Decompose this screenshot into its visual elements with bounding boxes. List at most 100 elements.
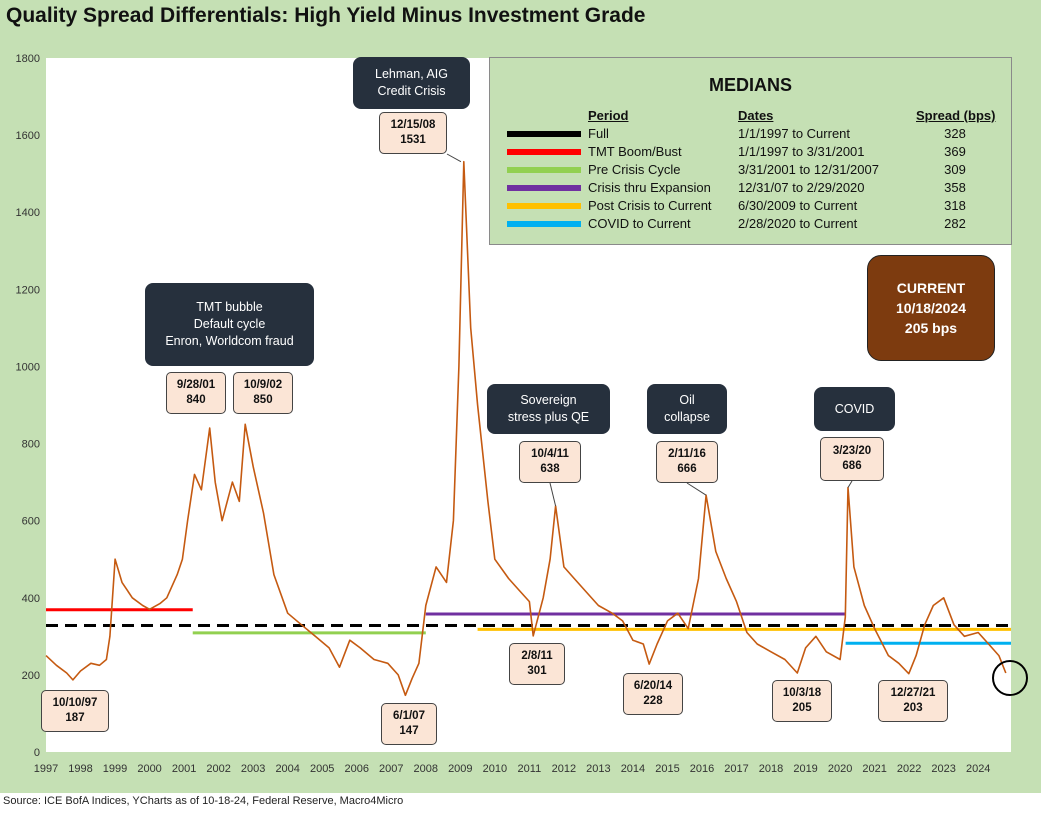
data-label-date: 9/28/01 bbox=[176, 379, 216, 391]
data-label-6-1-07: 6/1/07 147 bbox=[381, 703, 437, 745]
legend-spread: 282 bbox=[944, 216, 966, 231]
legend-period: Post Crisis to Current bbox=[588, 198, 712, 213]
y-tick-label: 1600 bbox=[16, 130, 40, 142]
data-label-10-9-02: 10/9/02 850 bbox=[233, 372, 293, 414]
data-label-value: 187 bbox=[65, 712, 85, 724]
y-tick-label: 1000 bbox=[16, 361, 40, 373]
legend-row: COVID to Current 2/28/2020 to Current 28… bbox=[490, 216, 1011, 234]
data-label-2-8-11: 2/8/11 301 bbox=[509, 643, 565, 685]
x-tick-label: 2006 bbox=[344, 763, 368, 775]
data-label-9-28-01: 9/28/01 840 bbox=[166, 372, 226, 414]
legend-spread: 318 bbox=[944, 198, 966, 213]
x-tick-label: 2013 bbox=[586, 763, 610, 775]
y-axis: 0 200 400 600 800 1000 1200 1400 1600 1800 bbox=[16, 53, 40, 759]
x-tick-label: 2021 bbox=[862, 763, 886, 775]
x-tick-label: 2018 bbox=[759, 763, 783, 775]
data-label-value: 840 bbox=[186, 394, 206, 406]
legend-period: TMT Boom/Bust bbox=[588, 144, 682, 159]
legend-row: Post Crisis to Current 6/30/2009 to Curr… bbox=[490, 198, 1011, 216]
data-label-12-27-21: 12/27/21 203 bbox=[878, 680, 948, 722]
current-spread-box: CURRENT 10/18/2024 205 bps bbox=[867, 255, 995, 361]
legend-dates: 12/31/07 to 2/29/2020 bbox=[738, 180, 865, 195]
legend-period: Full bbox=[588, 126, 609, 141]
data-label-value: 203 bbox=[903, 702, 923, 714]
legend-dates: 2/28/2020 to Current bbox=[738, 216, 858, 231]
x-tick-label: 2009 bbox=[448, 763, 472, 775]
medians-legend: MEDIANS Period Dates Spread (bps) Full 1… bbox=[489, 57, 1012, 245]
data-label-12-15-08: 12/15/08 1531 bbox=[379, 112, 447, 154]
event-box-tmt-bubble: TMT bubble Default cycle Enron, Worldcom… bbox=[145, 283, 314, 366]
data-label-3-23-20: 3/23/20 686 bbox=[820, 437, 884, 481]
legend-row: Crisis thru Expansion 12/31/07 to 2/29/2… bbox=[490, 180, 1011, 198]
leader-line bbox=[847, 480, 853, 488]
y-tick-label: 800 bbox=[22, 439, 40, 451]
x-tick-label: 2003 bbox=[241, 763, 265, 775]
legend-swatch bbox=[507, 221, 581, 227]
event-box-sovereign: Sovereign stress plus QE bbox=[487, 384, 610, 434]
data-label-value: 228 bbox=[643, 695, 663, 707]
data-label-2-11-16: 2/11/16 666 bbox=[656, 441, 718, 483]
legend-period: Pre Crisis Cycle bbox=[588, 162, 681, 177]
legend-swatch bbox=[507, 203, 581, 209]
data-label-date: 6/1/07 bbox=[393, 710, 425, 722]
leader-line bbox=[549, 482, 557, 507]
data-label-date: 12/15/08 bbox=[390, 119, 436, 131]
spread-line bbox=[45, 160, 1007, 697]
legend-dates: 6/30/2009 to Current bbox=[738, 198, 858, 213]
leader-line bbox=[686, 482, 707, 496]
event-text: Oil bbox=[679, 393, 695, 407]
data-label-date: 10/9/02 bbox=[243, 379, 283, 391]
legend-dates: 3/31/2001 to 12/31/2007 bbox=[738, 162, 879, 177]
legend-swatch bbox=[507, 149, 581, 155]
x-tick-label: 1998 bbox=[68, 763, 92, 775]
chart-title: Quality Spread Differentials: High Yield… bbox=[6, 4, 646, 27]
legend-period: Crisis thru Expansion bbox=[588, 180, 711, 195]
median-lines bbox=[46, 608, 1011, 645]
y-tick-label: 1200 bbox=[16, 284, 40, 296]
x-tick-label: 2014 bbox=[621, 763, 645, 775]
legend-spread: 309 bbox=[944, 162, 966, 177]
data-label-date: 2/8/11 bbox=[521, 650, 553, 662]
y-tick-label: 400 bbox=[22, 593, 40, 605]
event-text: Enron, Worldcom fraud bbox=[165, 334, 294, 348]
x-tick-label: 2005 bbox=[310, 763, 334, 775]
x-tick-label: 2007 bbox=[379, 763, 403, 775]
data-label-date: 12/27/21 bbox=[890, 687, 936, 699]
legend-spread: 328 bbox=[944, 126, 966, 141]
x-tick-label: 2012 bbox=[552, 763, 576, 775]
event-text: COVID bbox=[834, 401, 875, 416]
y-tick-label: 1800 bbox=[16, 53, 40, 65]
current-marker-circle bbox=[992, 660, 1028, 696]
legend-period: COVID to Current bbox=[588, 216, 691, 231]
data-label-value: 1531 bbox=[400, 134, 426, 146]
data-label-10-3-18: 10/3/18 205 bbox=[772, 680, 832, 722]
legend-swatch bbox=[507, 131, 581, 137]
x-tick-label: 2011 bbox=[518, 763, 542, 775]
event-text: TMT bubble bbox=[196, 300, 263, 314]
x-tick-label: 2019 bbox=[793, 763, 817, 775]
data-label-10-10-97: 10/10/97 187 bbox=[41, 690, 109, 732]
data-label-date: 6/20/14 bbox=[633, 680, 673, 692]
legend-dates: 1/1/1997 to 3/31/2001 bbox=[738, 144, 865, 159]
legend-spread: 358 bbox=[944, 180, 966, 195]
event-text: Credit Crisis bbox=[377, 84, 446, 98]
legend-row: Full 1/1/1997 to Current 328 bbox=[490, 126, 1011, 144]
x-tick-label: 2024 bbox=[966, 763, 990, 775]
x-tick-label: 2022 bbox=[897, 763, 921, 775]
x-tick-label: 2002 bbox=[206, 763, 230, 775]
legend-swatch bbox=[507, 167, 581, 173]
data-label-6-20-14: 6/20/14 228 bbox=[623, 673, 683, 715]
legend-dates: 1/1/1997 to Current bbox=[738, 126, 851, 141]
current-date: 10/18/2024 bbox=[895, 300, 967, 316]
legend-row: TMT Boom/Bust 1/1/1997 to 3/31/2001 369 bbox=[490, 144, 1011, 162]
data-label-value: 147 bbox=[399, 725, 419, 737]
data-label-value: 638 bbox=[540, 463, 560, 475]
data-label-date: 10/3/18 bbox=[782, 687, 822, 699]
event-box-lehman: Lehman, AIG Credit Crisis bbox=[353, 57, 470, 109]
event-box-oil: Oil collapse bbox=[647, 384, 727, 434]
x-tick-label: 2020 bbox=[828, 763, 852, 775]
data-label-value: 686 bbox=[842, 460, 862, 472]
x-tick-label: 2010 bbox=[483, 763, 507, 775]
data-label-date: 10/10/97 bbox=[52, 697, 98, 709]
event-box-covid: COVID bbox=[814, 387, 895, 431]
